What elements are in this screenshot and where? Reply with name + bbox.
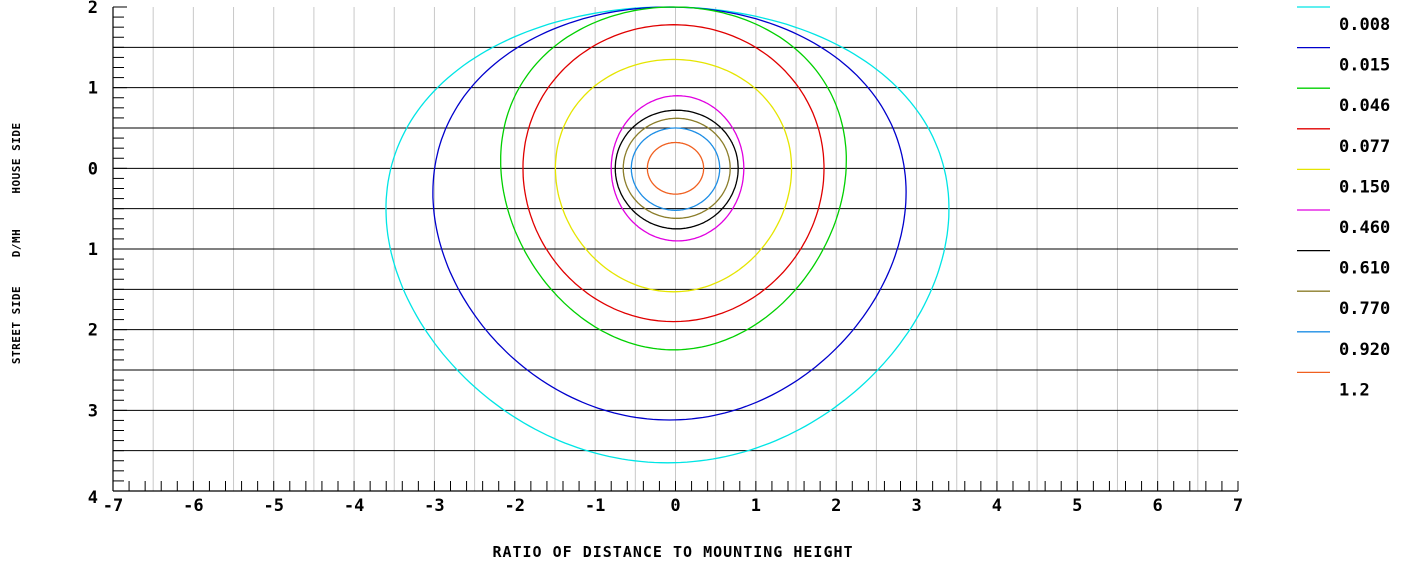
legend-label-0.008: 0.008 (1339, 15, 1390, 35)
grid (113, 7, 1238, 491)
x-axis-title: RATIO OF DISTANCE TO MOUNTING HEIGHT (492, 543, 853, 561)
y-tick-labels: 2 1 0 1 2 3 4 (88, 0, 98, 508)
x-tick-label: 1 (751, 496, 761, 516)
x-tick-label: -5 (263, 496, 283, 516)
legend-label-1.2: 1.2 (1339, 380, 1370, 400)
y-tick-label: 3 (88, 401, 98, 421)
x-tick-label: 7 (1233, 496, 1243, 516)
x-tick-label: -4 (344, 496, 364, 516)
y-tick-label: 1 (88, 79, 98, 99)
legend-label-0.610: 0.610 (1339, 259, 1390, 279)
contour-0.150 (554, 58, 793, 293)
legend-label-0.920: 0.920 (1339, 340, 1390, 360)
contour-lines (385, 6, 950, 464)
legend-label-0.460: 0.460 (1339, 218, 1390, 238)
axes (112, 6, 1239, 492)
y-axis-title: STREET SIDE D/MH HOUSE SIDE (10, 122, 23, 364)
x-tick-label: -3 (424, 496, 444, 516)
contour-0.046 (500, 6, 847, 351)
y-tick-label: 2 (88, 321, 98, 341)
legend-label-0.046: 0.046 (1339, 96, 1390, 116)
contour-0.920 (630, 127, 721, 211)
x-tick-label: 2 (831, 496, 841, 516)
x-tick-label: -1 (585, 496, 605, 516)
y-axis-title-street: STREET SIDE (10, 286, 23, 364)
legend: 0.008 0.015 0.046 0.077 0.150 0.460 0.610 0.770… (1297, 6, 1390, 400)
x-tick-label: 3 (911, 496, 921, 516)
x-tick-label: 4 (992, 496, 1002, 516)
legend-label-0.770: 0.770 (1339, 299, 1390, 319)
y-axis-title-house: HOUSE SIDE (10, 122, 23, 193)
legend-label-0.015: 0.015 (1339, 56, 1390, 76)
contour-0.610 (614, 109, 739, 230)
contour-1.2 (646, 141, 705, 195)
legend-label-0.077: 0.077 (1339, 137, 1390, 157)
x-tick-label: 6 (1153, 496, 1163, 516)
x-tick-label: 5 (1072, 496, 1082, 516)
x-tick-label: -2 (505, 496, 525, 516)
y-tick-label: 0 (88, 159, 98, 179)
legend-label-0.150: 0.150 (1339, 177, 1390, 197)
x-tick-labels: -7 -6 -5 -4 -3 -2 -1 0 1 2 3 4 5 6 7 (103, 496, 1243, 516)
contour-0.770 (622, 117, 731, 219)
y-tick-label: 4 (88, 488, 98, 508)
contour-0.008 (385, 6, 950, 464)
contour-0.015 (432, 6, 907, 421)
y-axis-title-dmh: D/MH (10, 229, 23, 258)
y-tick-label: 1 (88, 240, 98, 260)
contour-0.077 (522, 24, 825, 323)
contour-0.460 (610, 95, 745, 242)
x-tick-label: -7 (103, 496, 123, 516)
y-tick-label: 2 (88, 0, 98, 18)
x-tick-label: -6 (183, 496, 203, 516)
x-tick-label: 0 (670, 496, 680, 516)
